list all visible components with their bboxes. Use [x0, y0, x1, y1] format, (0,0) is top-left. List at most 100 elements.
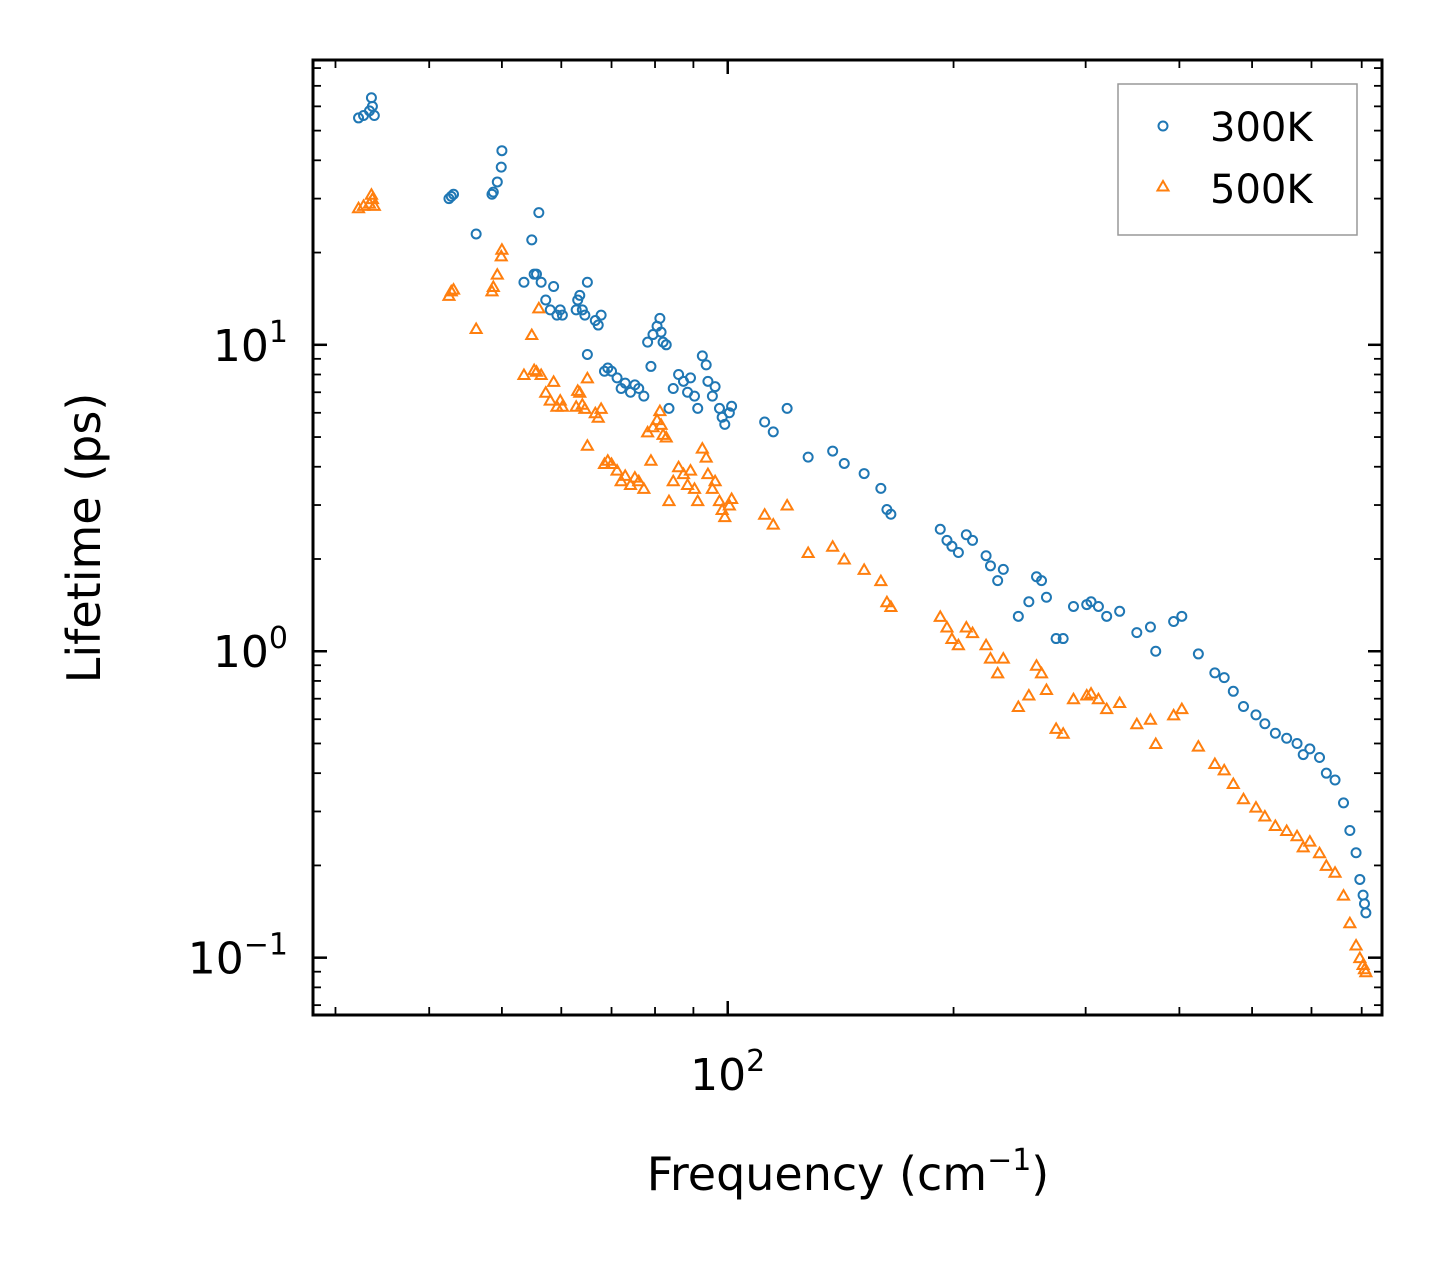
point-500k: [604, 456, 619, 469]
point-500k: [873, 573, 889, 587]
point-300k: [526, 234, 538, 246]
point-500k: [1011, 699, 1026, 713]
legend-label-300k: 300K: [1210, 105, 1314, 151]
point-500k: [680, 477, 695, 491]
point-500k: [705, 481, 720, 494]
point-300k: [702, 375, 714, 387]
legend-marker-300k: [1157, 120, 1169, 132]
y-tick-label: 100: [213, 621, 288, 678]
point-500k: [1216, 762, 1232, 776]
point-500k: [837, 551, 852, 565]
point-300k: [1057, 633, 1069, 645]
point-500k: [577, 401, 593, 414]
legend: 300K 500K: [1117, 83, 1358, 236]
point-500k: [983, 651, 998, 664]
point-500k: [645, 419, 661, 433]
point-500k: [996, 651, 1011, 664]
point-300k: [570, 304, 582, 316]
point-500k: [572, 385, 588, 398]
point-300k: [723, 407, 735, 419]
y-tick-label: 10−1: [188, 928, 288, 985]
point-500k: [617, 468, 633, 481]
point-300k: [1192, 648, 1204, 660]
point-500k: [1358, 964, 1374, 978]
point-500k: [1083, 686, 1099, 699]
point-300k: [1314, 752, 1326, 764]
point-300k: [1227, 685, 1239, 697]
point-300k: [946, 540, 958, 552]
point-500k: [944, 631, 960, 645]
point-500k: [494, 248, 509, 262]
point-300k: [997, 563, 1009, 575]
point-500k: [766, 517, 781, 530]
point-300k: [967, 534, 979, 546]
point-500k: [1327, 865, 1343, 878]
point-300k: [598, 365, 610, 377]
point-500k: [653, 417, 669, 430]
point-500k: [1066, 691, 1081, 705]
point-300k: [642, 336, 654, 348]
point-500k: [990, 665, 1005, 679]
point-500k: [800, 545, 816, 558]
point-300k: [576, 304, 588, 316]
point-300k: [1320, 767, 1332, 779]
point-300k: [556, 309, 568, 321]
point-500k: [546, 374, 561, 387]
point-300k: [719, 418, 731, 430]
point-300k: [781, 402, 793, 414]
point-500k: [757, 507, 772, 520]
point-300k: [980, 550, 992, 562]
plot-frame: [311, 58, 1384, 1017]
point-300k: [875, 482, 887, 494]
point-300k: [667, 383, 679, 395]
point-300k: [1209, 667, 1221, 679]
point-300k: [470, 228, 482, 240]
point-300k: [692, 402, 704, 414]
point-500k: [1021, 687, 1037, 701]
point-300k: [1176, 610, 1188, 622]
legend-marker-500k: [1155, 179, 1171, 192]
point-500k: [1319, 858, 1334, 871]
point-500k: [687, 481, 702, 494]
point-300k: [1237, 701, 1249, 713]
point-300k: [767, 426, 779, 438]
point-300k: [368, 110, 380, 122]
point-300k: [495, 161, 507, 173]
point-500k: [446, 282, 461, 295]
point-300k: [535, 276, 547, 288]
point-500k: [779, 498, 795, 511]
point-300k: [984, 560, 996, 572]
point-300k: [448, 188, 460, 200]
point-500k: [526, 362, 542, 376]
point-500k: [636, 481, 652, 494]
point-500k: [516, 367, 532, 381]
point-500k: [707, 473, 723, 487]
point-500k: [1268, 818, 1283, 831]
point-300k: [606, 365, 618, 377]
point-300k: [487, 186, 499, 198]
point-300k: [611, 372, 623, 384]
point-500k: [486, 279, 501, 292]
point-300k: [1354, 873, 1366, 885]
point-500k: [965, 625, 980, 639]
point-500k: [468, 321, 484, 335]
point-500k: [700, 466, 716, 480]
tick-labels: 102 10−1 100 101: [188, 315, 766, 1101]
point-300k: [1304, 743, 1316, 755]
point-500k: [1236, 791, 1251, 805]
point-300k: [1012, 610, 1024, 622]
point-500k: [1048, 721, 1064, 734]
point-500k: [1312, 845, 1327, 859]
point-500k: [1148, 736, 1163, 749]
point-500k: [1302, 834, 1318, 847]
point-500k: [609, 463, 625, 476]
point-500k: [543, 393, 558, 406]
point-300k: [1360, 907, 1372, 919]
point-500k: [1191, 739, 1206, 752]
point-300k: [827, 445, 839, 457]
point-300k: [934, 523, 946, 535]
point-500k: [555, 399, 570, 412]
legend-box: [1117, 83, 1358, 236]
point-500k: [538, 385, 553, 398]
x-axis-label: Frequency (cm−1): [647, 1143, 1050, 1201]
